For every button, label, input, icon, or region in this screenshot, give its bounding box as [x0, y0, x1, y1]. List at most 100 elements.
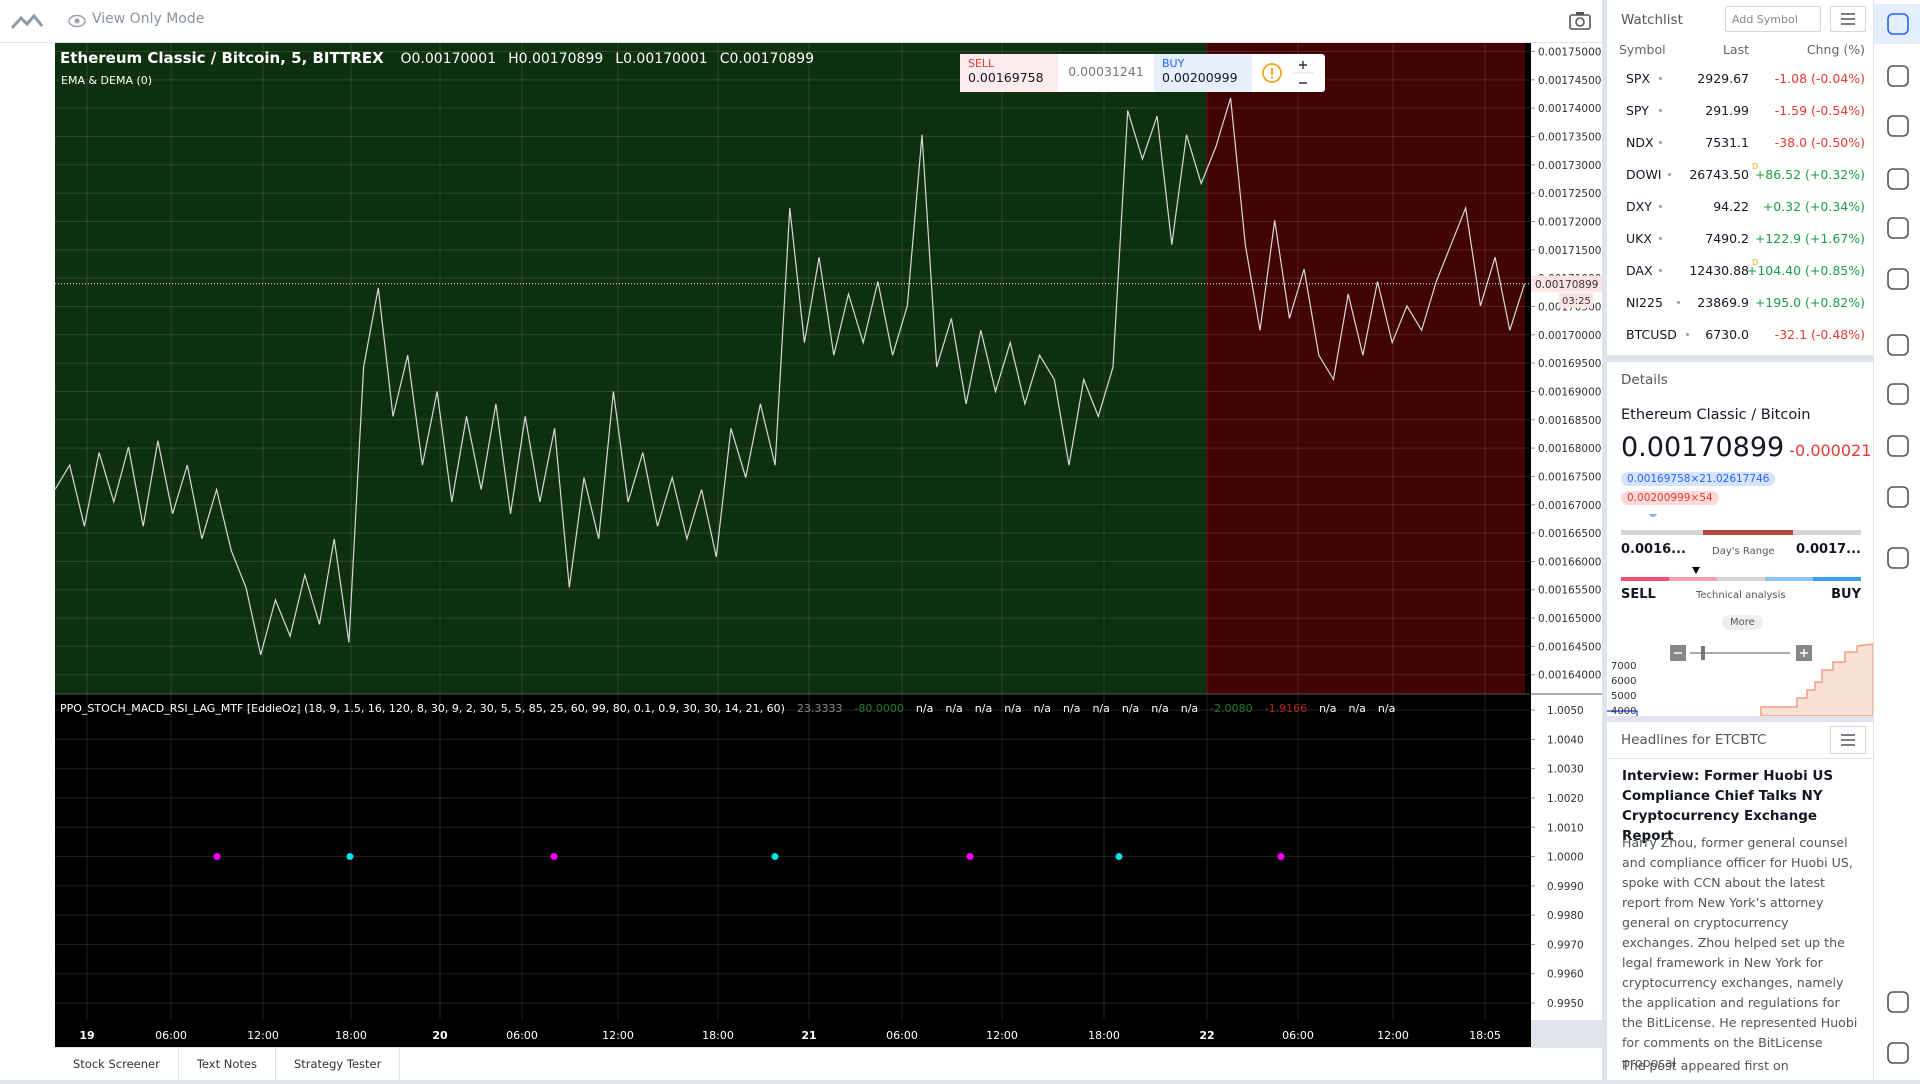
watchlist-row[interactable]: DOWI 26743.50 D +86.52 (+0.32%) [1607, 158, 1873, 190]
indicator-readout: n/a [1151, 702, 1168, 715]
sidebar-icon[interactable] [1887, 217, 1909, 239]
signal-dot [966, 853, 974, 861]
y-tick-label: 0.00175000 [1538, 46, 1601, 58]
watchlist-row[interactable]: SPY 291.99 -1.59 (-0.54%) [1607, 94, 1873, 126]
sell-label: SELL [968, 57, 995, 70]
sidebar-icon[interactable] [1887, 991, 1909, 1013]
details-change: -0.0000211 [1789, 441, 1873, 460]
indicator-readout: n/a [1378, 702, 1395, 715]
sidebar-icon[interactable] [1887, 1042, 1909, 1064]
sell-button[interactable]: SELL 0.00169758 [960, 54, 1058, 92]
sidebar-icon[interactable] [1887, 547, 1909, 569]
watchlist-row[interactable]: DAX 12430.88 D +104.40 (+0.85%) [1607, 254, 1873, 286]
bottom-tab[interactable]: Strategy Tester [276, 1048, 401, 1080]
row-symbol: NI225 [1626, 295, 1663, 310]
details-quote: 0.00170899 -0.0000211 [1621, 432, 1873, 463]
signal-dot [771, 853, 779, 861]
sidebar-icon[interactable] [1887, 268, 1909, 290]
last-price-label: 0.00170899 [1535, 279, 1598, 291]
status-dot [1659, 205, 1662, 208]
row-change: +86.52 (+0.32%) [1754, 167, 1865, 182]
status-dot [1659, 237, 1662, 240]
y-tick-label: 0.00171500 [1538, 245, 1601, 257]
buy-button[interactable]: BUY 0.00200999 [1154, 54, 1252, 92]
session-red [1206, 43, 1525, 694]
indicator-readout: n/a [1063, 702, 1080, 715]
row-change: +104.40 (+0.85%) [1746, 263, 1865, 278]
row-symbol: SPY [1626, 103, 1649, 118]
price-line [55, 97, 1526, 656]
y-tick-label: 0.9990 [1547, 881, 1584, 893]
bid-chip: 0.00169758×21.02617746 [1621, 472, 1776, 486]
bottom-tab[interactable]: Text Notes [179, 1048, 276, 1080]
x-tick-label: 12:00 [1377, 1029, 1409, 1042]
sidebar-icon[interactable] [1887, 435, 1909, 457]
countdown: 03:25 [1562, 296, 1591, 307]
column-symbol: Symbol [1619, 42, 1666, 57]
chart-area: 19 06:00 12:00 18:00 20 06:00 12:00 18:00 21 06:0… [55, 43, 1602, 1047]
row-flag: D [1752, 258, 1759, 267]
x-tick-label: 21 [801, 1029, 816, 1042]
icon-column [1874, 4, 1920, 1064]
bottom-tab[interactable]: Stock Screener [55, 1048, 179, 1080]
status-dot [1686, 333, 1689, 336]
range-low: 0.0016... [1621, 542, 1686, 557]
details-title: Details [1621, 372, 1668, 388]
x-tick-label: 06:00 [1282, 1029, 1314, 1042]
sidebar-icon[interactable] [1887, 383, 1909, 405]
mini-tick-label: 6000 [1611, 676, 1636, 687]
headlines-title: Headlines for ETCBTC [1621, 732, 1767, 748]
indicator-readout: n/a [1319, 702, 1336, 715]
watchlist-row[interactable]: NDX 7531.1 -38.0 (-0.50%) [1607, 126, 1873, 158]
sidebar-icon[interactable] [1887, 486, 1909, 508]
more-button[interactable]: More [1722, 615, 1763, 630]
sidebar-icon[interactable] [1887, 115, 1909, 137]
sidebar-icon[interactable] [1887, 168, 1909, 190]
sidebar-icon[interactable] [1887, 334, 1909, 356]
row-last: 7531.1 [1705, 135, 1749, 150]
indicator-readout: n/a [1122, 702, 1139, 715]
watchlist-row[interactable]: BTCUSD 6730.0 -32.1 (-0.48%) [1607, 318, 1873, 350]
row-symbol: UKX [1626, 231, 1652, 246]
sidebar-icon[interactable] [1887, 13, 1909, 35]
watchlist-row[interactable]: UKX 7490.2 +122.9 (+1.67%) [1607, 222, 1873, 254]
info-icon[interactable] [1252, 54, 1292, 92]
signal-dot [1115, 853, 1123, 861]
watchlist-row[interactable]: SPX 2929.67 -1.08 (-0.04%) [1607, 62, 1873, 94]
ohlc-value: C0.00170899 [719, 51, 815, 67]
ohlc-value: H0.00170899 [508, 51, 604, 67]
x-tick-label: 12:00 [602, 1029, 634, 1042]
watchlist-row[interactable]: NI225 23869.9 +195.0 (+0.82%) [1607, 286, 1873, 318]
headlines-header [1607, 722, 1873, 759]
headline[interactable]: Interview: Former Huobi US Compliance Ch… [1622, 768, 1834, 844]
y-tick-label: 0.9950 [1547, 998, 1584, 1010]
headlines-menu[interactable] [1830, 726, 1866, 754]
row-last: 12430.88 [1689, 263, 1749, 278]
indicator-title: PPO_STOCH_MACD_RSI_LAG_MTF [EddieOz] (18… [60, 702, 785, 715]
y-tick-label: 0.00169000 [1538, 386, 1601, 398]
row-change: -32.1 (-0.48%) [1774, 327, 1865, 342]
status-dot [1659, 269, 1662, 272]
right-icon-bar [1873, 0, 1920, 1080]
x-tick-label: 12:00 [986, 1029, 1018, 1042]
status-dot [1659, 141, 1662, 144]
sell-signal: SELL [1621, 587, 1656, 602]
sell-price: 0.00169758 [968, 70, 1044, 85]
y-tick-label: 0.9980 [1547, 910, 1584, 922]
symbol: Ethereum Classic / Bitcoin, 5, BITTREX [60, 49, 384, 67]
camera-button[interactable] [1568, 9, 1592, 33]
x-tick-label: 22 [1199, 1029, 1214, 1042]
signal-dot [213, 853, 221, 861]
indicator-readout: n/a [945, 702, 962, 715]
watchlist-row[interactable]: DXY 94.22 +0.32 (+0.34%) [1607, 190, 1873, 222]
watchlist-menu[interactable] [1830, 6, 1866, 32]
row-flag: D [1752, 162, 1759, 171]
headline-footer: The post appeared first on [1622, 1058, 1789, 1073]
add-symbol-input[interactable]: Add Symbol [1725, 6, 1821, 32]
zoom-buttons[interactable] [1292, 54, 1314, 92]
row-symbol: SPX [1626, 71, 1651, 86]
range-label: Day's Range [1712, 546, 1775, 557]
sidebar-icon[interactable] [1887, 65, 1909, 87]
indicator-readout: -1.9166 [1265, 702, 1307, 715]
